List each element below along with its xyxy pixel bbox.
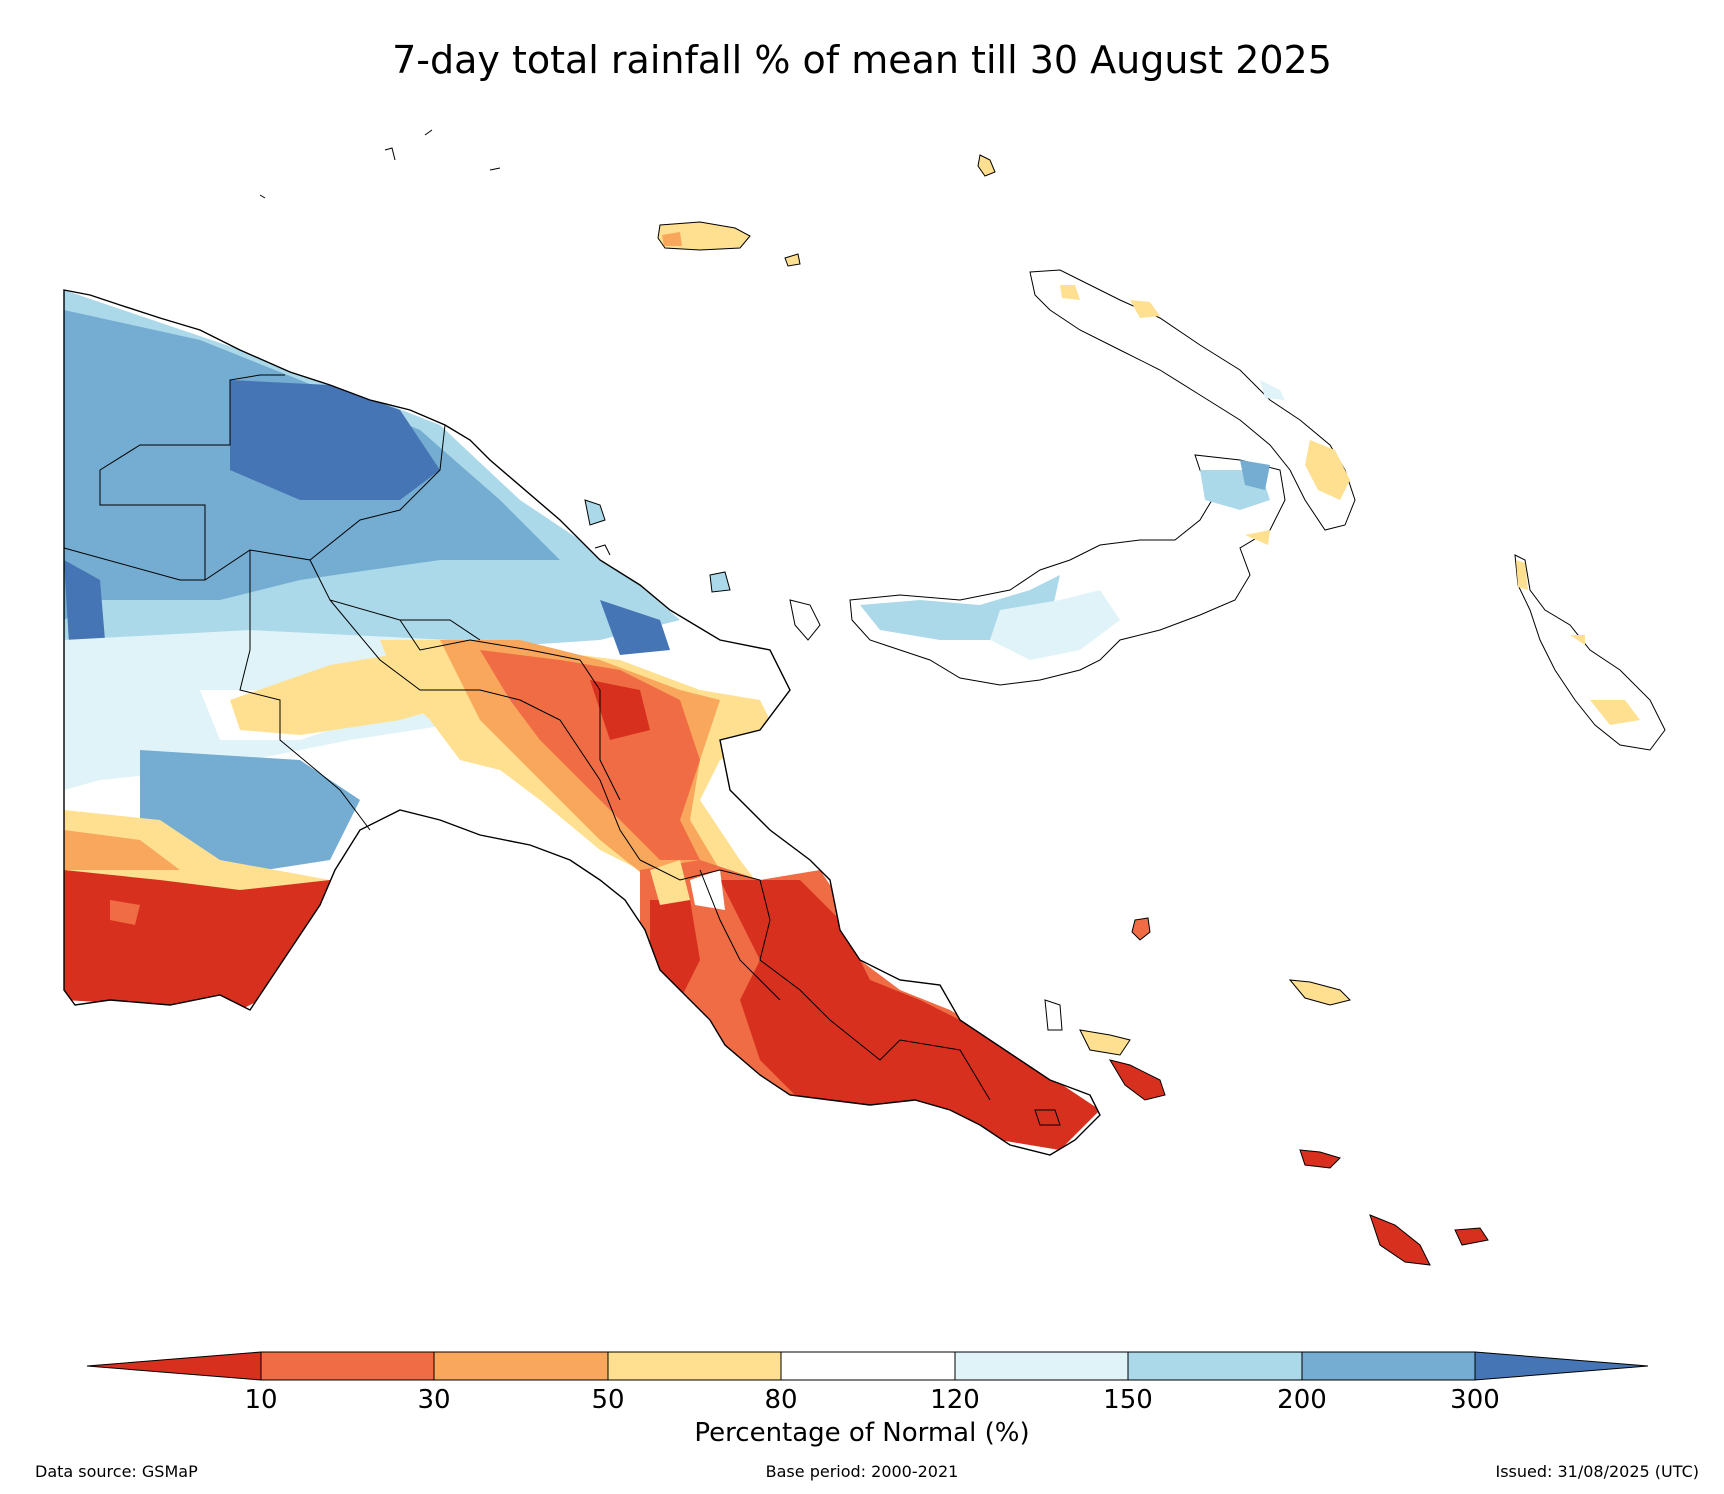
bougainville xyxy=(1514,554,1666,751)
manus-island xyxy=(657,221,801,267)
colorbar-segment-over-300 xyxy=(1474,1351,1649,1381)
colorbar-tick-150: 150 xyxy=(1103,1385,1153,1415)
colorbar-tick-200: 200 xyxy=(1277,1385,1327,1415)
colorbar-tick-120: 120 xyxy=(930,1385,980,1415)
colorbar-tick-50: 50 xyxy=(591,1385,625,1415)
colorbar-tick-300: 300 xyxy=(1450,1385,1500,1415)
footer-data-source: Data source: GSMaP xyxy=(35,1462,198,1481)
colorbar-tick-30: 30 xyxy=(417,1385,451,1415)
footer-base-period: Base period: 2000-2021 xyxy=(765,1462,959,1481)
colorbar-tick-10: 10 xyxy=(244,1385,278,1415)
eastern-islands xyxy=(1034,917,1489,1266)
new-ireland xyxy=(1029,269,1356,531)
colorbar-title: Percentage of Normal (%) xyxy=(694,1418,1030,1448)
colorbar-segment-under-10 xyxy=(86,1351,262,1381)
mainland xyxy=(63,289,1101,1156)
colorbar-segment-10-30 xyxy=(260,1351,435,1381)
new-britain xyxy=(849,454,1286,686)
colorbar-segment-80-120 xyxy=(780,1351,956,1381)
colorbar-tick-80: 80 xyxy=(764,1385,798,1415)
colorbar-segment-120-150 xyxy=(954,1351,1129,1381)
colorbar-segment-150-200 xyxy=(1127,1351,1303,1381)
footer-issued-date: Issued: 31/08/2025 (UTC) xyxy=(1495,1462,1699,1481)
colorbar-segment-50-80 xyxy=(607,1351,782,1381)
colorbar xyxy=(86,1351,1649,1381)
colorbar-segment-200-300 xyxy=(1301,1351,1476,1381)
small-islets xyxy=(259,129,996,641)
colorbar-segment-30-50 xyxy=(433,1351,609,1381)
map-title: 7-day total rainfall % of mean till 30 A… xyxy=(392,38,1332,82)
